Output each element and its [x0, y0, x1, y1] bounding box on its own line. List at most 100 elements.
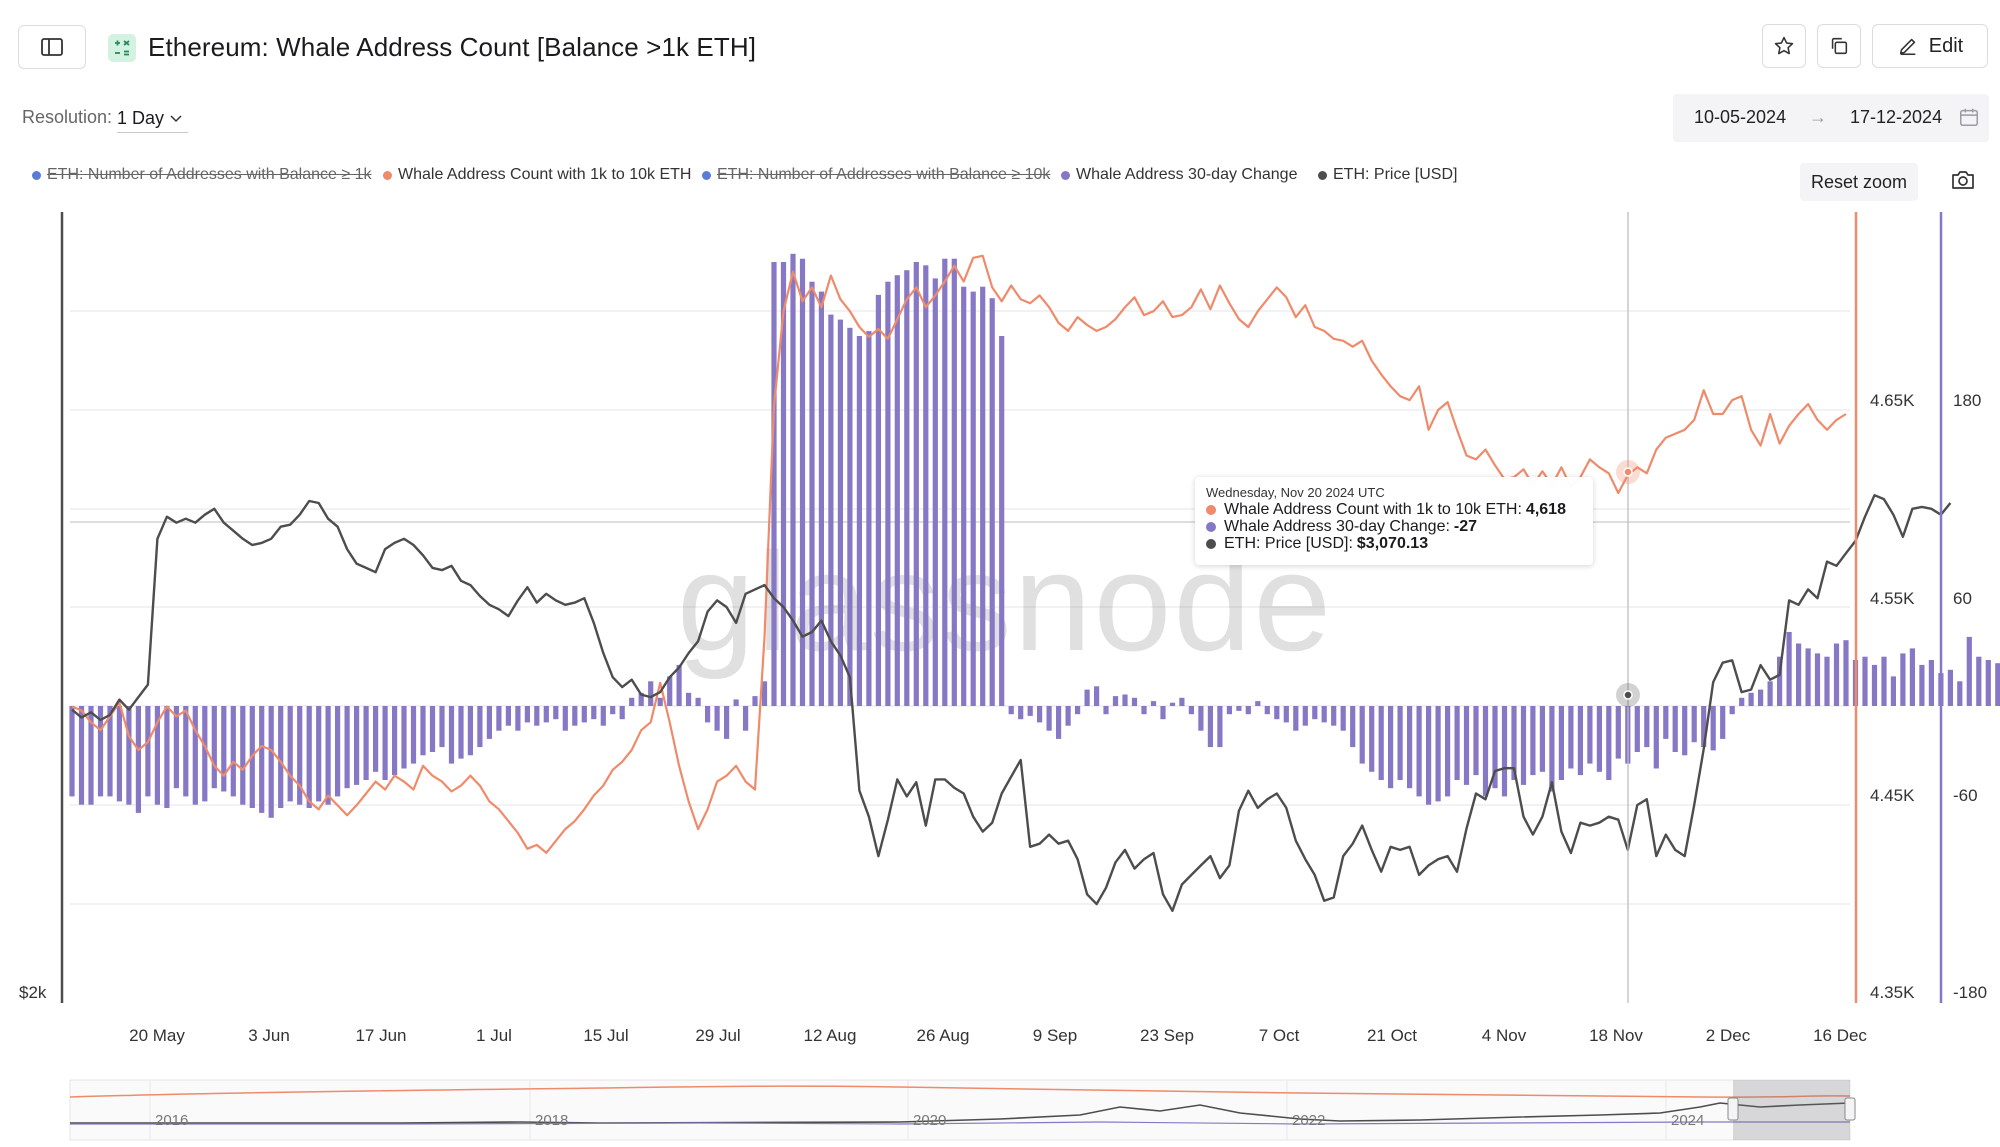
- change-bar: [1852, 660, 1859, 706]
- change-bar: [1454, 706, 1460, 780]
- change-bar: [1653, 706, 1659, 769]
- change-bar: [1463, 706, 1470, 785]
- change-bar: [1445, 706, 1451, 797]
- tooltip-dot: [1206, 521, 1216, 532]
- change-bar: [1833, 643, 1840, 706]
- change-bar: [202, 706, 208, 802]
- change-bar: [780, 262, 787, 706]
- legend-dot: [1318, 170, 1327, 180]
- resolution-select[interactable]: 1 Day: [117, 104, 189, 133]
- change-bar: [1976, 656, 1982, 706]
- legend-item-addresses-10k[interactable]: ETH: Number of Addresses with Balance ≥ …: [702, 166, 1050, 184]
- change-bar: [1587, 706, 1593, 764]
- change-bar: [572, 706, 578, 726]
- change-bar: [999, 336, 1005, 706]
- navigator-tick: 2022: [1292, 1112, 1325, 1129]
- change-bar: [743, 706, 749, 731]
- change-bar: [439, 706, 445, 748]
- duplicate-button[interactable]: [1817, 24, 1861, 68]
- change-bar: [828, 314, 834, 706]
- tooltip-label: Whale Address 30-day Change:: [1224, 518, 1450, 535]
- change-axis-tick: 60: [1953, 589, 1972, 608]
- reset-zoom-button[interactable]: Reset zoom: [1800, 163, 1918, 201]
- legend-item-addresses-1k[interactable]: ETH: Number of Addresses with Balance ≥ …: [32, 166, 371, 184]
- change-bar: [1672, 706, 1678, 752]
- legend-label: Whale Address 30-day Change: [1076, 166, 1298, 183]
- highlight-marker-count: [1616, 460, 1640, 484]
- change-bar: [1283, 706, 1289, 723]
- change-bar: [145, 706, 151, 797]
- tooltip-value: -27: [1453, 518, 1478, 535]
- screenshot-button[interactable]: [1950, 168, 1978, 196]
- change-bar: [230, 706, 236, 797]
- gridlines: [70, 310, 1850, 905]
- navigator-selection[interactable]: [1733, 1080, 1850, 1140]
- change-bar: [591, 706, 597, 720]
- legend-item-eth-price[interactable]: ETH: Price [USD]: [1318, 166, 1457, 184]
- resolution-value: 1 Day: [117, 107, 165, 128]
- navigator-handle-right[interactable]: [1844, 1097, 1856, 1121]
- chart-tooltip: Wednesday, Nov 20 2024 UTC Whale Address…: [1195, 477, 1593, 565]
- change-bar: [1274, 706, 1280, 720]
- date-range-picker[interactable]: 10-05-2024 → 17-12-2024: [1673, 94, 1989, 142]
- change-bar: [278, 706, 284, 808]
- change-bar: [477, 706, 483, 748]
- change-bar: [1558, 706, 1564, 780]
- tooltip-row-change: Whale Address 30-day Change: -27: [1206, 518, 1582, 535]
- legend-item-30day-change[interactable]: Whale Address 30-day Change: [1061, 166, 1297, 184]
- change-bar: [1701, 706, 1707, 748]
- x-axis-tick: 20 May: [129, 1026, 185, 1045]
- legend-label: Whale Address Count with 1k to 10k ETH: [398, 166, 692, 183]
- change-bar: [164, 706, 170, 808]
- change-bar: [448, 706, 455, 764]
- change-bar: [1786, 632, 1792, 706]
- date-to[interactable]: 17-12-2024: [1850, 107, 1943, 127]
- change-bar: [354, 706, 360, 785]
- change-bar: [1179, 697, 1185, 706]
- calendar-icon[interactable]: [1958, 106, 1980, 128]
- favorite-button[interactable]: [1762, 24, 1806, 68]
- x-axis-tick: 15 Jul: [583, 1026, 628, 1045]
- change-bar: [951, 258, 957, 706]
- change-bar: [1767, 681, 1773, 706]
- page-title: Ethereum: Whale Address Count [Balance >…: [148, 32, 757, 62]
- change-bar: [904, 270, 910, 706]
- change-bar: [1027, 706, 1033, 716]
- change-bar: [771, 262, 777, 706]
- tooltip-row-count: Whale Address Count with 1k to 10k ETH: 4…: [1206, 501, 1582, 518]
- change-bar: [562, 706, 568, 731]
- change-bar: [1909, 648, 1915, 706]
- change-bar: [1255, 701, 1261, 706]
- edit-button[interactable]: Edit: [1872, 24, 1988, 68]
- navigator-tick: 2024: [1671, 1112, 1704, 1129]
- change-bar: [553, 706, 559, 720]
- change-bar: [1890, 676, 1896, 706]
- change-axis-tick: 180: [1953, 391, 1982, 410]
- sidebar-toggle-button[interactable]: [18, 25, 86, 69]
- change-bar: [1340, 706, 1346, 731]
- legend-dot: [1061, 170, 1070, 180]
- x-axis-tick: 21 Oct: [1367, 1026, 1417, 1045]
- legend-label: ETH: Number of Addresses with Balance ≥ …: [47, 166, 372, 183]
- change-bar: [287, 706, 293, 802]
- copy-icon: [1831, 37, 1848, 55]
- change-bar: [686, 692, 692, 706]
- tooltip-label: Whale Address Count with 1k to 10k ETH:: [1224, 501, 1522, 518]
- count-axis-tick: 4.35K: [1870, 983, 1915, 1002]
- change-bar: [885, 281, 891, 706]
- navigator[interactable]: 2016 2018 2020 2022 2024: [0, 1067, 2000, 1147]
- date-from[interactable]: 10-05-2024: [1694, 107, 1787, 127]
- legend-item-whale-count[interactable]: Whale Address Count with 1k to 10k ETH: [383, 166, 691, 184]
- change-bar: [1075, 706, 1081, 715]
- change-bar: [705, 706, 711, 723]
- change-bar: [325, 706, 331, 805]
- navigator-handle-left[interactable]: [1727, 1097, 1739, 1121]
- crosshair: [1616, 212, 1640, 1003]
- change-bar: [1160, 706, 1166, 720]
- change-bar: [1900, 653, 1906, 706]
- change-bar: [1805, 648, 1811, 706]
- change-bar: [1881, 656, 1887, 706]
- change-bar: [297, 706, 303, 805]
- change-bar: [1008, 706, 1014, 715]
- change-bar: [1331, 706, 1337, 726]
